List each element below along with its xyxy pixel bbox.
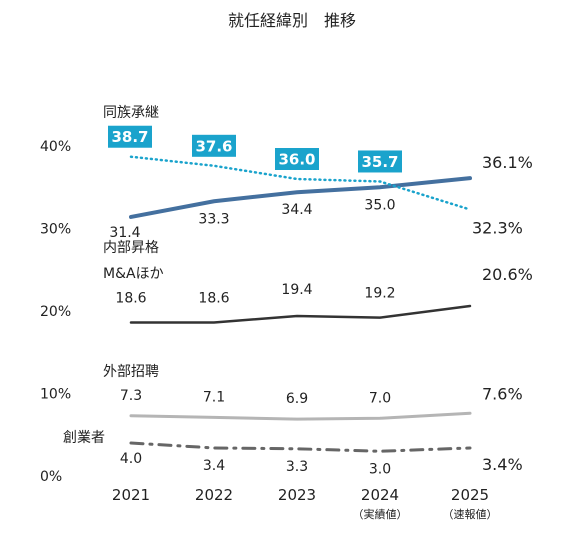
- data-label: 38.7: [111, 128, 148, 146]
- x-tick-sublabel: （実績値）: [353, 507, 408, 521]
- data-label: 3.4%: [482, 455, 523, 474]
- data-label-box: [358, 150, 402, 173]
- y-tick-label: 0%: [40, 469, 62, 485]
- series-name-label: 創業者: [63, 430, 105, 446]
- series-line: [129, 441, 472, 453]
- series-name-label: 外部招聘: [103, 364, 159, 380]
- x-tick-sublabel: （速報値）: [443, 508, 498, 521]
- data-label: 4.0: [120, 451, 142, 467]
- series-name-label: 同族承継: [103, 105, 159, 121]
- data-label-box: [108, 125, 152, 148]
- chart-title: 就任経緯別 推移: [228, 11, 356, 30]
- series-line: [129, 176, 472, 219]
- x-tick-label: 2022: [195, 486, 233, 504]
- series-line: [129, 411, 472, 421]
- data-label: 3.0: [369, 461, 391, 477]
- y-tick-label: 30%: [40, 222, 71, 238]
- y-tick-label: 20%: [40, 304, 71, 320]
- data-label: 3.3: [286, 459, 308, 475]
- data-label: 18.6: [115, 291, 146, 307]
- data-label: 18.6: [198, 291, 229, 307]
- data-label: 37.6: [195, 137, 232, 155]
- series-line: [129, 304, 472, 324]
- data-label: 7.1: [203, 389, 225, 405]
- series-line: [129, 155, 472, 211]
- data-label: 35.7: [361, 153, 398, 171]
- series-name-label-line2: M&Aほか: [103, 266, 164, 282]
- data-label: 34.4: [281, 202, 312, 218]
- y-tick-label: 40%: [40, 139, 71, 155]
- data-label-box: [192, 134, 236, 157]
- series-name-label: 内部昇格: [103, 240, 159, 256]
- data-label: 33.3: [198, 211, 229, 227]
- data-label: 31.4: [109, 225, 140, 241]
- data-label: 7.0: [369, 390, 391, 406]
- data-label: 7.3: [120, 388, 142, 404]
- data-label: 32.3%: [472, 219, 523, 238]
- data-label: 19.4: [281, 282, 312, 298]
- x-tick-label: 2024: [361, 486, 399, 504]
- x-tick-label: 2021: [112, 486, 150, 504]
- data-label: 35.0: [364, 197, 395, 213]
- y-tick-label: 10%: [40, 387, 71, 403]
- data-label: 36.0: [278, 151, 315, 169]
- data-label: 6.9: [286, 391, 308, 407]
- x-tick-label: 2023: [278, 486, 316, 504]
- data-label-box: [275, 148, 319, 170]
- data-label: 19.2: [364, 286, 395, 302]
- data-label: 36.1%: [482, 153, 533, 172]
- data-label: 20.6%: [482, 265, 533, 284]
- data-label: 7.6%: [482, 384, 523, 403]
- data-label: 3.4: [203, 458, 225, 474]
- x-tick-label: 2025: [451, 486, 489, 504]
